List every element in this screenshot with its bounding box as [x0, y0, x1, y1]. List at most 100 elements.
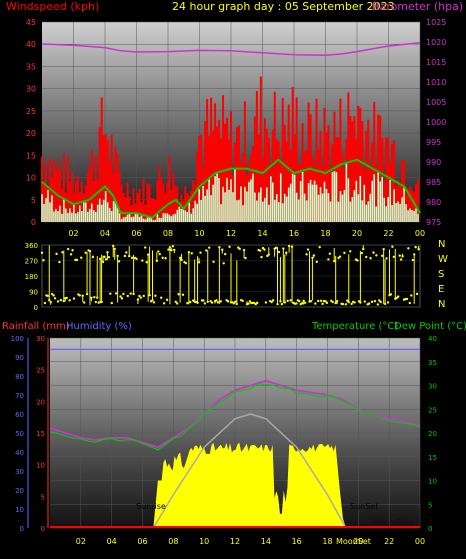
direction-tick-label: 0 — [34, 304, 38, 312]
direction-point — [43, 301, 47, 305]
direction-point — [314, 302, 317, 305]
direction-point — [244, 256, 247, 260]
wind-tick-label: 45 — [26, 18, 36, 27]
temp-tick-label: 25 — [428, 406, 437, 414]
direction-point — [414, 245, 417, 249]
direction-point — [360, 251, 364, 255]
direction-point — [369, 257, 372, 260]
direction-point — [207, 246, 211, 249]
humidity-tick-label: 20 — [15, 487, 24, 495]
sunrise-label: Sunrise — [136, 502, 166, 511]
baro-tick-label: 1005 — [426, 98, 446, 107]
temperature-line — [49, 379, 421, 449]
baro-tick-label: 980 — [426, 198, 441, 207]
direction-point — [392, 255, 396, 259]
baro-tick-label: 990 — [426, 158, 441, 167]
barometer-label: Barometer (hpa) — [372, 0, 463, 13]
direction-point — [226, 300, 230, 303]
compass-letter: N — [438, 239, 445, 250]
direction-tick-label: 270 — [25, 258, 38, 266]
sunset-label: SunSet — [350, 502, 378, 511]
baro-tick-label: 985 — [426, 178, 441, 187]
direction-point — [144, 246, 147, 249]
direction-point — [84, 251, 87, 254]
time-tick-label: 12 — [230, 537, 240, 546]
direction-point — [68, 299, 71, 302]
direction-point — [59, 298, 63, 302]
direction-point — [212, 260, 215, 264]
baro-tick-label: 1000 — [426, 118, 446, 127]
direction-point — [261, 246, 265, 250]
rain-tick-label: 5 — [41, 493, 45, 501]
direction-point — [343, 251, 346, 255]
baro-tick-label: 975 — [426, 218, 441, 227]
direction-point — [176, 302, 179, 305]
time-tick-label: 06 — [131, 229, 141, 238]
time-tick-label: 02 — [76, 537, 86, 546]
rainfall-label: Rainfall (mm) — [2, 321, 70, 332]
chart-title: 24 hour graph day : 05 September 2023 — [172, 0, 395, 13]
direction-point — [301, 302, 304, 305]
direction-point — [142, 294, 145, 298]
time-tick-label: 00 — [415, 537, 425, 546]
direction-point — [277, 250, 281, 254]
direction-point — [184, 261, 188, 265]
wind-tick-label: 35 — [26, 62, 36, 71]
direction-point — [398, 254, 401, 257]
wind-tick-label: 10 — [26, 174, 36, 183]
time-tick-label: 00 — [415, 229, 425, 238]
humidity-tick-label: 10 — [15, 506, 24, 514]
direction-point — [145, 260, 148, 264]
humidity-label: Humidity (%) — [66, 321, 132, 332]
humidity-tick-label: 40 — [15, 449, 24, 457]
direction-point — [80, 256, 83, 259]
direction-point — [274, 246, 278, 250]
humidity-tick-label: 0 — [20, 525, 24, 533]
wind-tick-label: 30 — [26, 85, 36, 94]
direction-point — [181, 293, 185, 296]
temp-tick-label: 10 — [428, 478, 437, 486]
direction-point — [232, 302, 236, 305]
direction-point — [210, 301, 214, 304]
temp-tick-label: 35 — [428, 359, 437, 367]
rain-tick-label: 15 — [36, 430, 45, 438]
direction-point — [205, 249, 208, 252]
time-tick-label: 14 — [257, 229, 267, 238]
compass-letter: W — [438, 254, 448, 265]
compass-letter: N — [438, 299, 445, 310]
direction-point — [386, 301, 390, 304]
direction-point — [190, 252, 193, 255]
direction-point — [255, 301, 259, 305]
direction-point — [222, 262, 225, 265]
direction-point — [157, 250, 160, 253]
time-tick-label: 16 — [289, 229, 299, 238]
direction-point — [372, 251, 375, 254]
direction-point — [363, 300, 366, 303]
direction-point — [97, 301, 100, 304]
direction-point — [94, 300, 97, 304]
direction-point — [349, 250, 352, 253]
time-tick-label: 16 — [292, 537, 302, 546]
direction-point — [365, 255, 368, 259]
time-tick-label: 12 — [226, 229, 236, 238]
direction-point — [248, 300, 252, 303]
direction-point — [126, 294, 129, 298]
direction-point — [66, 247, 70, 251]
direction-point — [260, 255, 263, 259]
direction-point — [90, 296, 93, 300]
direction-point — [350, 302, 353, 306]
direction-point — [141, 259, 144, 262]
direction-point — [356, 259, 359, 262]
windspeed-axis: 0 5 10 15 20 25 30 35 40 45 — [26, 18, 36, 227]
direction-point — [186, 302, 189, 305]
direction-point — [315, 260, 318, 264]
temp-tick-label: 0 — [428, 525, 432, 533]
wind-average-line — [41, 158, 421, 219]
direction-point — [129, 292, 132, 295]
direction-point — [321, 302, 324, 306]
windspeed-label: Windspeed (kph) — [6, 0, 99, 13]
time-tick-label: 04 — [100, 229, 110, 238]
time-axis: 02 04 06 08 10 12 14 16 18 20 22 00 — [68, 229, 425, 238]
